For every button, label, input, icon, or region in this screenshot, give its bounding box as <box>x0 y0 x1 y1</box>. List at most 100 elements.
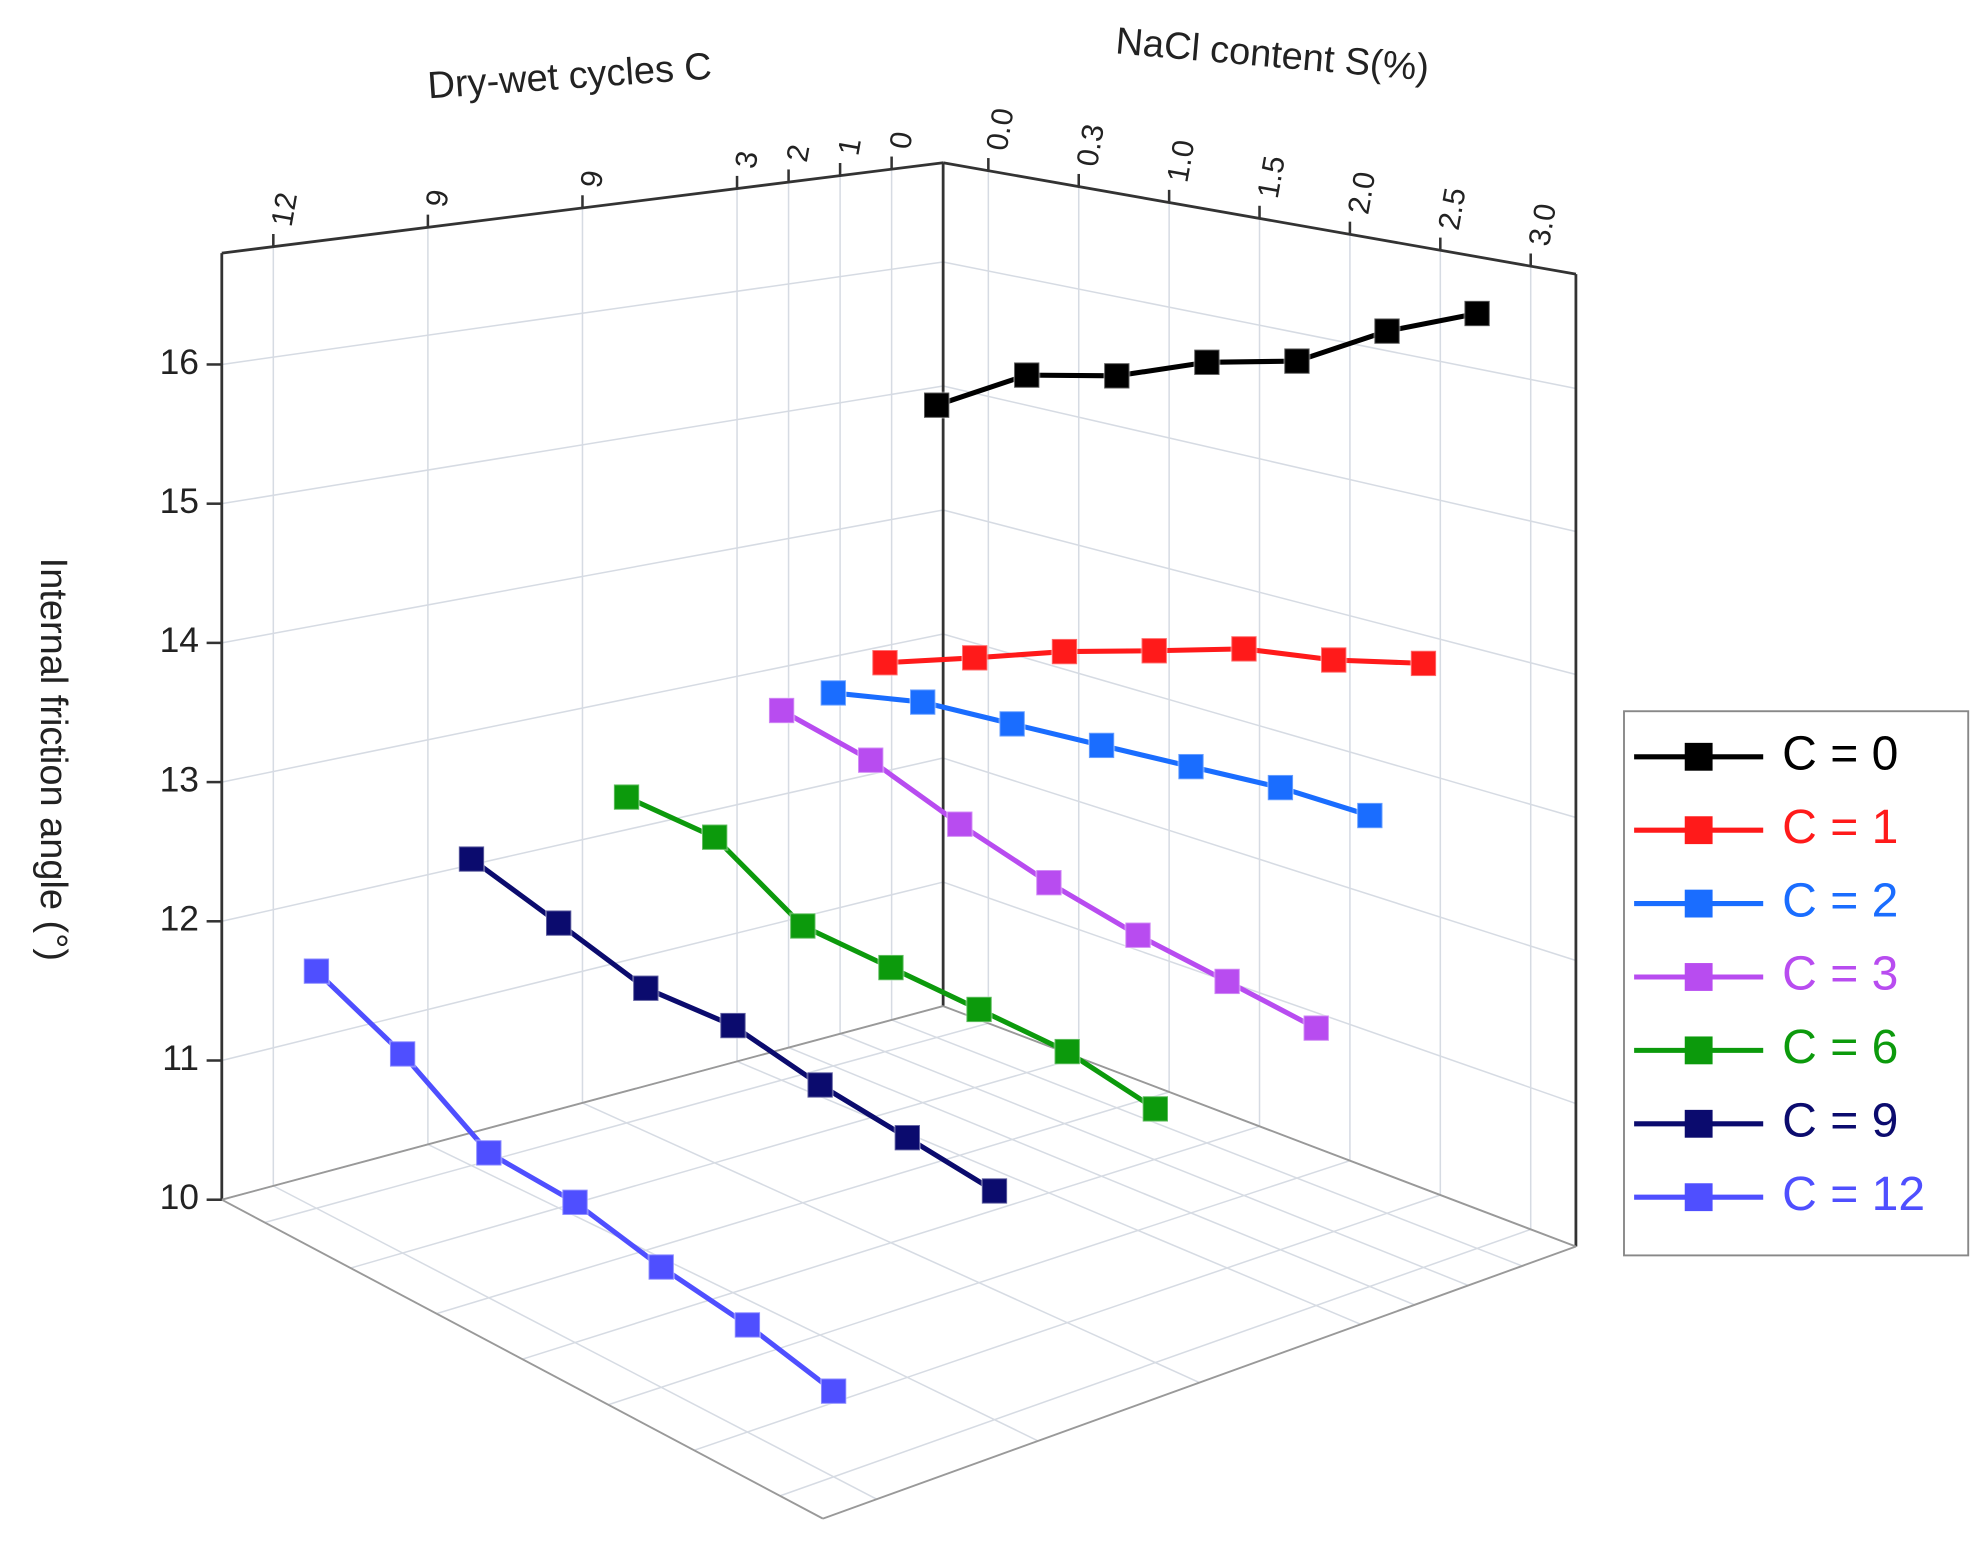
legend-label: C = 6 <box>1782 1020 1898 1074</box>
marker <box>1230 635 1258 663</box>
x-axis-title: NaCl content S(%) <box>1114 20 1431 89</box>
grid-line <box>693 1194 1441 1452</box>
x-tick-label: 3.0 <box>1523 201 1563 248</box>
grid-line <box>779 1228 1531 1497</box>
y-tick-label: 11 <box>162 1038 199 1078</box>
marker <box>1103 362 1131 390</box>
y-tick-label: 10 <box>160 1177 199 1217</box>
marker <box>632 974 660 1002</box>
legend-marker <box>1684 1183 1713 1212</box>
x-tick-label: 2.0 <box>1342 169 1382 216</box>
marker <box>647 1253 675 1281</box>
floor-edge <box>942 1005 1577 1248</box>
grid-line <box>522 1125 1260 1360</box>
legend-marker <box>1684 963 1713 991</box>
z-tick-label: 9 <box>575 168 610 190</box>
marker <box>1373 317 1401 345</box>
marker <box>1141 1095 1169 1123</box>
marker <box>998 710 1026 738</box>
marker <box>1177 753 1205 781</box>
floor-edge <box>221 1198 824 1520</box>
marker <box>561 1188 589 1216</box>
marker <box>1050 637 1079 666</box>
x-tick-label: 1.0 <box>1162 138 1202 185</box>
marker <box>1302 1014 1330 1042</box>
marker <box>1409 649 1438 678</box>
marker <box>719 1011 747 1040</box>
marker <box>767 696 796 725</box>
z-axis-title: Dry-wet cycles C <box>426 46 713 108</box>
marker <box>789 912 817 940</box>
marker <box>871 649 899 677</box>
marker <box>893 1124 921 1152</box>
marker <box>877 953 905 982</box>
marker <box>1053 1037 1081 1066</box>
marker <box>857 746 885 774</box>
y-axis-title: Internal friction angle (°) <box>32 558 74 961</box>
marker <box>820 1377 848 1405</box>
z-tick-label: 2 <box>781 142 816 164</box>
legend-marker <box>1684 1036 1713 1065</box>
marker <box>1266 773 1295 802</box>
marker <box>1035 869 1063 897</box>
marker <box>946 810 974 838</box>
z-tick-label: 0 <box>884 129 919 151</box>
grid-line <box>436 1091 1170 1315</box>
grid-line <box>607 1159 1351 1406</box>
marker <box>302 957 331 985</box>
marker <box>1463 299 1491 328</box>
grid-line <box>264 1022 989 1224</box>
legend-box <box>1623 710 1970 1257</box>
marker <box>1213 967 1241 996</box>
legend-label: C = 0 <box>1782 726 1898 780</box>
legend-label: C = 1 <box>1782 800 1898 854</box>
floor-edge <box>221 1005 944 1201</box>
y-tick-label: 13 <box>160 759 199 799</box>
legend-marker <box>1684 1109 1713 1138</box>
marker <box>1320 646 1348 674</box>
legend-label: C = 9 <box>1782 1093 1898 1147</box>
x-tick-label: 1.5 <box>1252 153 1292 200</box>
marker <box>1356 801 1384 830</box>
floor <box>221 1006 1576 1519</box>
marker <box>733 1311 762 1339</box>
marker <box>545 909 573 937</box>
z-tick-label: 12 <box>266 190 304 229</box>
marker <box>1193 348 1221 376</box>
x-tick-label: 0.3 <box>1071 122 1111 169</box>
legend-label: C = 12 <box>1782 1167 1925 1221</box>
legend-marker <box>1684 742 1713 771</box>
marker <box>1283 347 1311 375</box>
marker <box>923 391 951 419</box>
marker <box>1140 637 1168 665</box>
marker <box>965 995 993 1024</box>
marker <box>806 1071 834 1099</box>
floor-edge <box>822 1245 1577 1520</box>
y-tick-label: 16 <box>160 342 199 382</box>
grid-line <box>350 1056 1079 1269</box>
y-tick-label: 15 <box>160 481 199 521</box>
marker <box>1013 361 1041 389</box>
x-tick-label: 2.5 <box>1433 185 1473 232</box>
marker <box>961 644 989 672</box>
z-tick-label: 1 <box>833 136 868 158</box>
legend-marker <box>1684 889 1713 918</box>
legend-label: C = 2 <box>1782 873 1898 927</box>
marker <box>1124 921 1152 949</box>
z-tick-label: 9 <box>420 187 455 209</box>
legend-label: C = 3 <box>1782 947 1898 1001</box>
legend-marker <box>1684 816 1713 845</box>
x-tick-label: 0.0 <box>981 106 1021 153</box>
marker <box>909 688 937 716</box>
marker <box>1087 731 1116 760</box>
marker <box>701 823 729 851</box>
y-tick-label: 14 <box>160 620 199 660</box>
z-tick-label: 3 <box>729 149 764 171</box>
marker <box>475 1139 503 1167</box>
marker <box>389 1040 417 1068</box>
marker <box>980 1177 1009 1205</box>
y-tick-label: 12 <box>160 899 199 939</box>
marker <box>612 783 641 811</box>
